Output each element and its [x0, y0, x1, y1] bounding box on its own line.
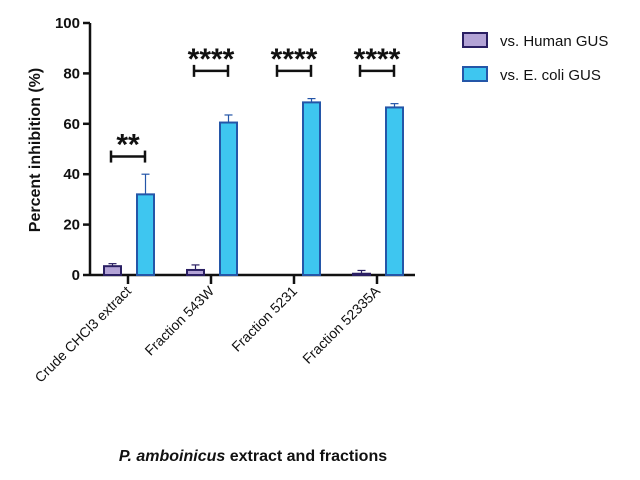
significance-label: ****: [271, 43, 318, 76]
x-axis-label-rest: extract and fractions: [225, 448, 387, 465]
x-axis-label-italic: P. amboinicus: [119, 448, 226, 465]
legend-swatch-human: [462, 32, 488, 48]
x-tick-label: Fraction 52335A: [299, 282, 383, 366]
bar: [302, 101, 321, 276]
y-tick-label: 100: [55, 15, 80, 32]
y-tick-label: 0: [72, 267, 80, 284]
y-tick-label: 40: [63, 166, 80, 183]
y-axis-label: Percent inhibition (%): [27, 68, 44, 232]
y-tick-label: 20: [63, 217, 80, 234]
significance-label: ****: [188, 43, 235, 76]
legend: vs. Human GUS vs. E. coli GUS: [462, 32, 608, 84]
bar: [219, 121, 238, 277]
significance-label: ****: [354, 43, 401, 76]
bar: [352, 272, 371, 276]
x-tick-label: Crude CHCl3 extract: [31, 283, 134, 386]
y-tick-label: 80: [63, 65, 80, 82]
legend-label-ecoli: vs. E. coli GUS: [500, 67, 601, 84]
x-axis-label: P. amboinicus extract and fractions: [119, 448, 387, 465]
x-tick-label: Fraction 5231: [228, 283, 300, 355]
x-tick-label: Fraction 543W: [141, 282, 217, 358]
significance-label: **: [116, 129, 140, 162]
y-tick-label: 60: [63, 116, 80, 133]
bar: [186, 268, 205, 276]
legend-swatch-ecoli: [462, 66, 488, 82]
legend-label-human: vs. Human GUS: [500, 33, 608, 50]
bar: [103, 265, 122, 276]
bar: [385, 106, 404, 276]
bar: [136, 193, 155, 276]
